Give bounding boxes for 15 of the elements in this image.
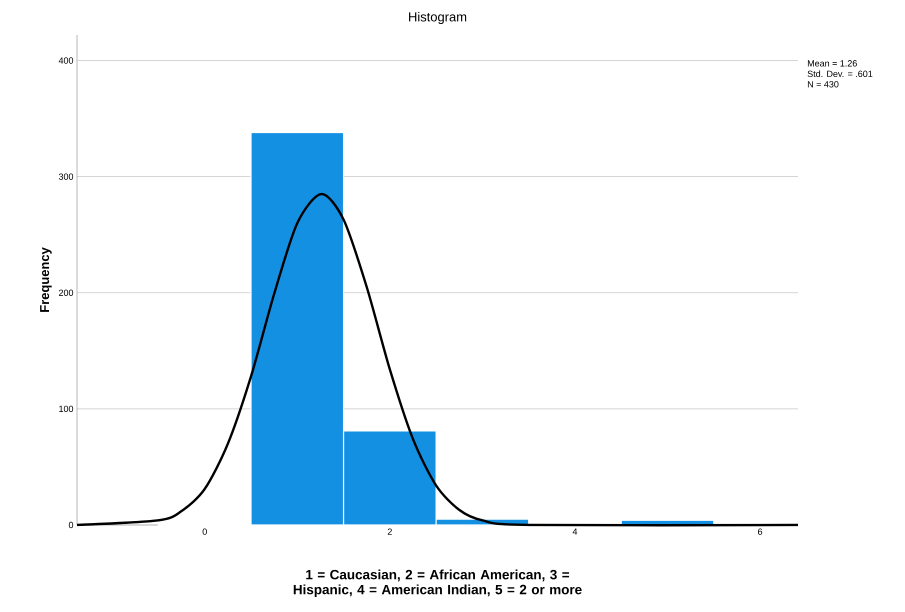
y-axis-title: Frequency [40,247,52,312]
x-tick-label: 0 [202,528,207,535]
text: Std. Dev. = .601 [808,70,872,78]
x-tick-label: 6 [758,528,762,535]
y-tick-label: 200 [58,290,74,296]
y-tick-label: 300 [58,173,74,180]
y-tick-label: 0 [68,522,74,528]
text: Mean = 1.26 [808,60,857,67]
text: N = 430 [808,81,838,88]
chart-title: Histogram [409,12,466,24]
x-axis-title: 1 = Caucasian, 2 = African American, 3 = Hispanic, 4 = American Indian, 5 = 2 or more [294,570,582,597]
x-tick-label: 2 [388,528,392,535]
y-tick-label: 400 [58,57,74,64]
y-tick-label: 100 [59,406,74,412]
x-tick-label: 4 [572,528,578,535]
